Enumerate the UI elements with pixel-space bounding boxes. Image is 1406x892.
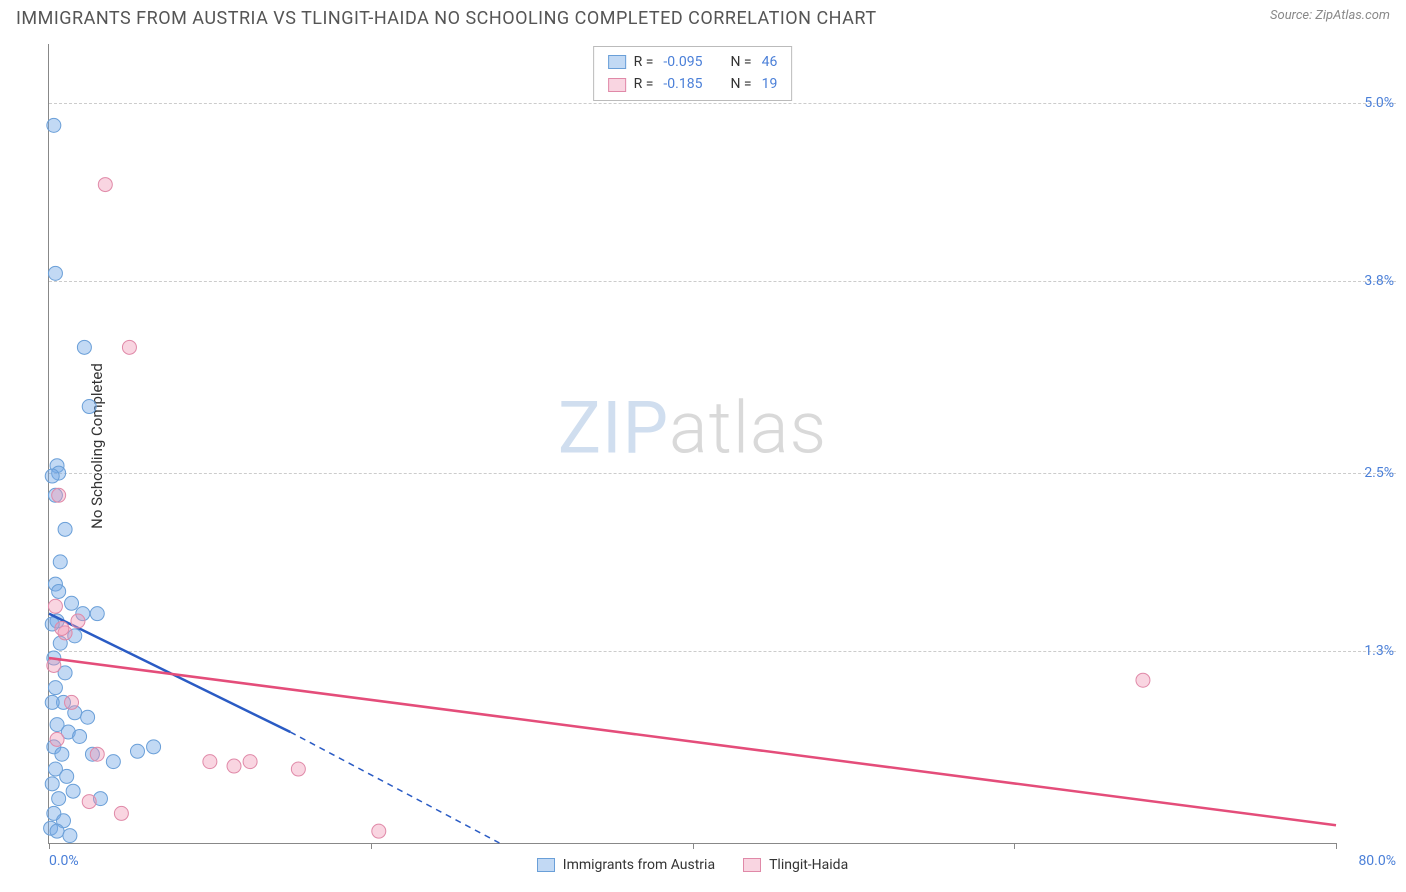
r-value-b: -0.185	[663, 73, 702, 95]
scatter-point	[47, 118, 61, 132]
scatter-point	[50, 732, 64, 746]
scatter-point	[82, 400, 96, 414]
x-tick	[49, 843, 50, 849]
scatter-point	[48, 681, 62, 695]
r-label: R =	[634, 51, 654, 73]
scatter-point	[50, 824, 64, 838]
legend-label-b: Tlingit-Haida	[769, 857, 848, 873]
scatter-point	[106, 755, 120, 769]
y-tick-label: 3.8%	[1364, 273, 1394, 289]
scatter-point	[63, 829, 77, 843]
scatter-point	[66, 784, 80, 798]
swatch-series-a	[537, 858, 555, 872]
scatter-point	[122, 340, 136, 354]
scatter-point	[372, 824, 386, 838]
source-label: Source: ZipAtlas.com	[1270, 8, 1390, 23]
scatter-point	[48, 599, 62, 613]
scatter-point	[147, 740, 161, 754]
n-label: N =	[730, 73, 751, 95]
x-tick	[693, 843, 694, 849]
trend-line-extrapolated	[290, 732, 499, 843]
scatter-point	[90, 747, 104, 761]
y-tick-label: 2.5%	[1364, 465, 1394, 481]
scatter-point	[55, 621, 69, 635]
r-value-a: -0.095	[663, 51, 702, 73]
x-tick	[1336, 843, 1337, 849]
swatch-series-a	[608, 55, 626, 69]
legend-item-a: Immigrants from Austria	[537, 857, 715, 873]
scatter-point	[77, 340, 91, 354]
legend-label-a: Immigrants from Austria	[563, 857, 715, 873]
scatter-point	[45, 469, 59, 483]
legend-row-a: R = -0.095 N = 46	[608, 51, 778, 73]
series-legend: Immigrants from Austria Tlingit-Haida	[49, 857, 1336, 873]
scatter-point	[130, 744, 144, 758]
scatter-point	[45, 695, 59, 709]
n-value-b: 19	[762, 73, 778, 95]
y-tick-label: 5.0%	[1364, 95, 1394, 111]
scatter-point	[98, 178, 112, 192]
scatter-point	[52, 584, 66, 598]
n-label: N =	[730, 51, 751, 73]
x-tick	[1014, 843, 1015, 849]
correlation-legend: R = -0.095 N = 46 R = -0.185 N = 19	[593, 46, 793, 101]
scatter-point	[71, 614, 85, 628]
scatter-point	[53, 555, 67, 569]
chart-header: IMMIGRANTS FROM AUSTRIA VS TLINGIT-HAIDA…	[0, 0, 1406, 33]
scatter-point	[90, 607, 104, 621]
scatter-point	[1136, 673, 1150, 687]
scatter-point	[52, 488, 66, 502]
legend-row-b: R = -0.185 N = 19	[608, 73, 778, 95]
scatter-point	[82, 795, 96, 809]
scatter-point	[227, 759, 241, 773]
swatch-series-b	[743, 858, 761, 872]
scatter-point	[48, 266, 62, 280]
scatter-point	[81, 710, 95, 724]
scatter-point	[55, 747, 69, 761]
scatter-point	[52, 792, 66, 806]
scatter-point	[243, 755, 257, 769]
y-tick-label: 1.3%	[1364, 643, 1394, 659]
r-label: R =	[634, 73, 654, 95]
scatter-point	[65, 695, 79, 709]
scatter-point	[58, 522, 72, 536]
chart-title: IMMIGRANTS FROM AUSTRIA VS TLINGIT-HAIDA…	[16, 8, 877, 29]
scatter-point	[291, 762, 305, 776]
chart-plot-area: ZIPatlas R = -0.095 N = 46 R = -0.185 N …	[48, 44, 1336, 844]
scatter-point	[45, 777, 59, 791]
scatter-plot-svg	[49, 44, 1336, 843]
legend-item-b: Tlingit-Haida	[743, 857, 848, 873]
swatch-series-b	[608, 78, 626, 92]
x-axis-end-label: 80.0%	[1358, 853, 1396, 869]
scatter-point	[114, 806, 128, 820]
scatter-point	[65, 596, 79, 610]
scatter-point	[73, 729, 87, 743]
n-value-a: 46	[762, 51, 778, 73]
scatter-point	[203, 755, 217, 769]
scatter-point	[60, 769, 74, 783]
x-tick	[371, 843, 372, 849]
